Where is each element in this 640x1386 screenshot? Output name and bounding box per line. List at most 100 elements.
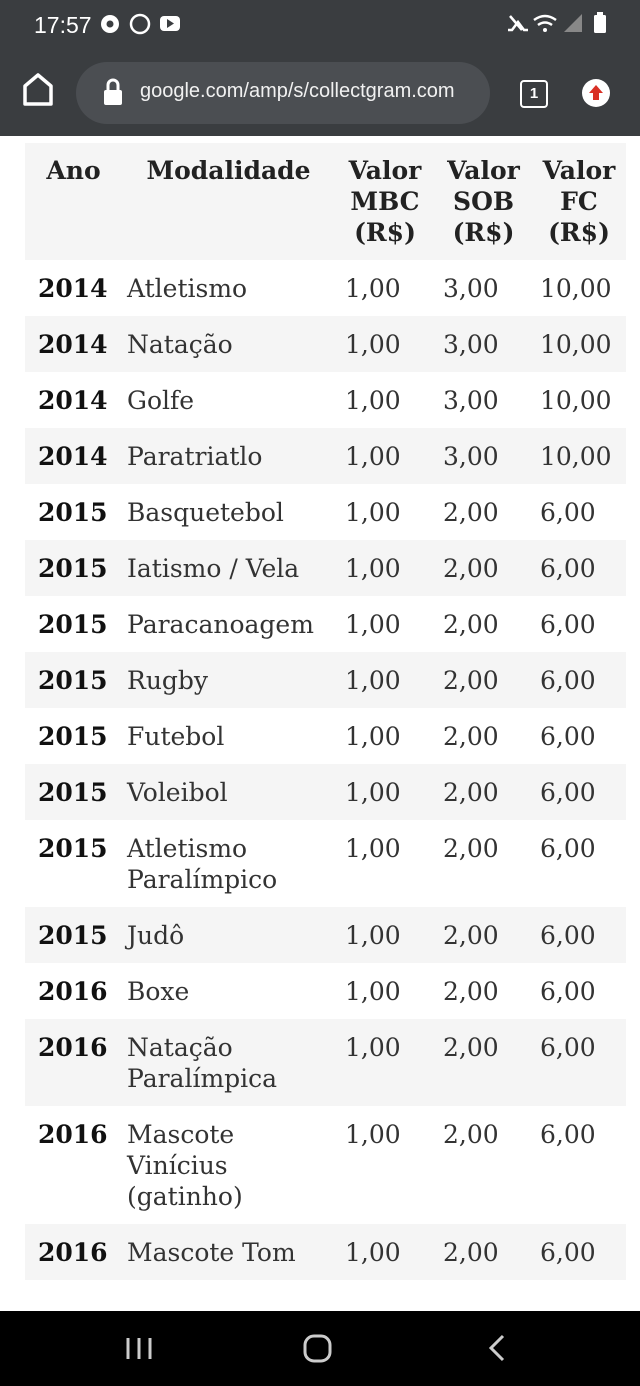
sport-cell: Golfe	[122, 372, 335, 428]
sob-cell: 2,00	[435, 963, 532, 1019]
fc-cell: 10,00	[532, 372, 626, 428]
sob-cell: 2,00	[435, 1106, 532, 1224]
header-cell: Valor FC (R$)	[532, 143, 626, 260]
header-text: Modalidade	[146, 156, 311, 185]
table-row: 2016 Mascote Tom 1,00 2,00 6,00	[25, 1224, 626, 1280]
header-cell: Valor MBC (R$)	[335, 143, 435, 260]
year-cell: 2015	[25, 596, 122, 652]
sob-cell: 2,00	[435, 652, 532, 708]
recents-button[interactable]	[126, 1338, 152, 1359]
table-row: 2016 Boxe 1,00 2,00 6,00	[25, 963, 626, 1019]
year-cell: 2015	[25, 764, 122, 820]
sport-cell: Mascote Tom	[122, 1224, 335, 1280]
sport-cell: Judô	[122, 907, 335, 963]
fc-cell: 6,00	[532, 820, 626, 907]
sob-cell: 3,00	[435, 260, 532, 316]
fc-cell: 6,00	[532, 764, 626, 820]
year-cell: 2016	[25, 1106, 122, 1224]
back-button[interactable]	[488, 1334, 505, 1362]
mbc-cell: 1,00	[335, 652, 435, 708]
year-cell: 2014	[25, 316, 122, 372]
fc-cell: 10,00	[532, 260, 626, 316]
nav-buttons	[126, 1334, 505, 1363]
sport-cell: Mascote Vinícius (gatinho)	[122, 1106, 335, 1224]
url-field[interactable]	[76, 62, 490, 124]
mbc-cell: 1,00	[335, 708, 435, 764]
table-row: 2015 Paracanoagem 1,00 2,00 6,00	[25, 596, 626, 652]
fc-cell: 6,00	[532, 1224, 626, 1280]
fc-cell: 10,00	[532, 428, 626, 484]
fc-cell: 6,00	[532, 596, 626, 652]
year-cell: 2014	[25, 260, 122, 316]
sob-cell: 2,00	[435, 907, 532, 963]
sport-cell: Natação	[122, 316, 335, 372]
header-text: Ano	[46, 156, 101, 185]
content: Ano Modalidade Valor MBC (R$) Valor SOB (R$) Val…	[25, 143, 626, 1280]
year-cell: 2015	[25, 907, 122, 963]
clock: 17:57	[34, 12, 92, 38]
fc-cell: 6,00	[532, 963, 626, 1019]
mbc-cell: 1,00	[335, 428, 435, 484]
table-row: 2014 Golfe 1,00 3,00 10,00	[25, 372, 626, 428]
mbc-cell: 1,00	[335, 484, 435, 540]
table-row: 2015 Judô 1,00 2,00 6,00	[25, 907, 626, 963]
mbc-cell: 1,00	[335, 596, 435, 652]
table-row: 2015 Atletismo Paralímpico 1,00 2,00 6,00	[25, 820, 626, 907]
home-button[interactable]	[10, 56, 70, 136]
year-cell: 2016	[25, 1019, 122, 1106]
fc-cell: 10,00	[532, 316, 626, 372]
fc-cell: 6,00	[532, 652, 626, 708]
lock-icon	[104, 78, 122, 105]
sob-cell: 2,00	[435, 764, 532, 820]
mbc-cell: 1,00	[335, 1019, 435, 1106]
table-row: 2014 Natação 1,00 3,00 10,00	[25, 316, 626, 372]
header-text: (R$)	[452, 218, 515, 247]
sport-cell: Futebol	[122, 708, 335, 764]
header-text: SOB	[453, 187, 514, 216]
update-button[interactable]	[577, 73, 617, 113]
mbc-cell: 1,00	[335, 540, 435, 596]
tab-switcher[interactable]: 1	[520, 80, 548, 108]
sport-cell: Rugby	[122, 652, 335, 708]
url-text[interactable]: google.com/amp/s/collectgram.com	[140, 80, 455, 102]
mbc-cell: 1,00	[335, 316, 435, 372]
sport-cell: Natação Paralímpica	[122, 1019, 335, 1106]
sob-cell: 3,00	[435, 428, 532, 484]
sport-cell: Paratriatlo	[122, 428, 335, 484]
table-row: 2015 Iatismo / Vela 1,00 2,00 6,00	[25, 540, 626, 596]
mbc-cell: 1,00	[335, 907, 435, 963]
sob-cell: 2,00	[435, 1224, 532, 1280]
header-cell: Valor SOB (R$)	[435, 143, 532, 260]
year-cell: 2016	[25, 963, 122, 1019]
sport-cell: Paracanoagem	[122, 596, 335, 652]
fc-cell: 6,00	[532, 484, 626, 540]
table-row: 2014 Paratriatlo 1,00 3,00 10,00	[25, 428, 626, 484]
sob-cell: 2,00	[435, 540, 532, 596]
year-cell: 2015	[25, 540, 122, 596]
header-text: FC	[560, 187, 598, 216]
fc-cell: 6,00	[532, 708, 626, 764]
table-row: 2016 Natação Paralímpica 1,00 2,00 6,00	[25, 1019, 626, 1106]
year-cell: 2015	[25, 484, 122, 540]
sob-cell: 2,00	[435, 820, 532, 907]
mbc-cell: 1,00	[335, 260, 435, 316]
table-row: 2014 Atletismo 1,00 3,00 10,00	[25, 260, 626, 316]
header-cell: Modalidade	[122, 143, 335, 260]
year-cell: 2014	[25, 428, 122, 484]
sport-cell: Atletismo	[122, 260, 335, 316]
sob-cell: 3,00	[435, 372, 532, 428]
header-text: Valor	[447, 156, 520, 185]
nav-bar	[0, 1311, 640, 1386]
mbc-cell: 1,00	[335, 820, 435, 907]
home-nav-button[interactable]	[303, 1334, 332, 1363]
year-cell: 2015	[25, 820, 122, 907]
sob-cell: 2,00	[435, 484, 532, 540]
table-row: 2016 Mascote Vinícius (gatinho) 1,00 2,00 6,…	[25, 1106, 626, 1224]
sport-cell: Basquetebol	[122, 484, 335, 540]
year-cell: 2016	[25, 1224, 122, 1280]
sport-cell: Atletismo Paralímpico	[122, 820, 335, 907]
mbc-cell: 1,00	[335, 1106, 435, 1224]
mbc-cell: 1,00	[335, 1224, 435, 1280]
status-bar: 17:57	[0, 0, 640, 56]
